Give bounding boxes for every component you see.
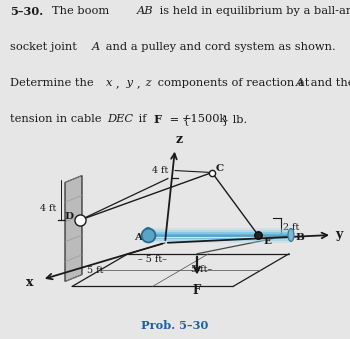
Text: and a pulley and cord system as shown.: and a pulley and cord system as shown. — [102, 42, 336, 52]
Text: y: y — [335, 228, 342, 241]
Text: F: F — [153, 114, 161, 125]
Text: The boom: The boom — [52, 6, 113, 16]
Text: is held in equilibrium by a ball-and-: is held in equilibrium by a ball-and- — [156, 6, 350, 16]
Ellipse shape — [288, 228, 294, 241]
Text: Prob. 5–30: Prob. 5–30 — [141, 320, 209, 331]
Text: x: x — [26, 276, 33, 289]
Text: ,: , — [137, 78, 141, 88]
Text: C: C — [216, 163, 224, 173]
Text: D: D — [64, 212, 73, 221]
Text: y: y — [123, 78, 133, 88]
Text: A: A — [296, 78, 304, 88]
Text: = {: = { — [166, 114, 190, 125]
Text: 4 ft: 4 ft — [40, 204, 56, 213]
Text: 5–30.: 5–30. — [10, 6, 43, 17]
Text: Determine the: Determine the — [10, 78, 98, 88]
Text: components of reaction at: components of reaction at — [154, 78, 313, 88]
Text: −1500k: −1500k — [182, 114, 227, 124]
Text: ,: , — [116, 78, 120, 88]
Text: DEC: DEC — [107, 114, 134, 124]
Text: 5 ft–: 5 ft– — [191, 265, 212, 274]
Text: and the: and the — [307, 78, 350, 88]
Text: } lb.: } lb. — [222, 114, 247, 125]
Text: 2 ft: 2 ft — [283, 222, 299, 232]
Text: AB: AB — [137, 6, 154, 16]
Text: tension in cable: tension in cable — [10, 114, 106, 124]
Text: 4 ft: 4 ft — [152, 166, 168, 176]
Text: z: z — [142, 78, 152, 88]
Text: socket joint: socket joint — [10, 42, 81, 52]
Text: 5 ft: 5 ft — [87, 266, 103, 275]
Text: x: x — [106, 78, 112, 88]
Text: A: A — [92, 42, 100, 52]
Polygon shape — [65, 176, 82, 281]
Text: if: if — [135, 114, 150, 124]
Ellipse shape — [144, 227, 153, 242]
Text: E: E — [263, 237, 271, 246]
Text: B: B — [295, 233, 304, 242]
Text: – 5 ft–: – 5 ft– — [138, 255, 167, 264]
Text: A: A — [134, 233, 142, 242]
Text: F: F — [193, 283, 201, 297]
Text: z: z — [176, 133, 183, 146]
